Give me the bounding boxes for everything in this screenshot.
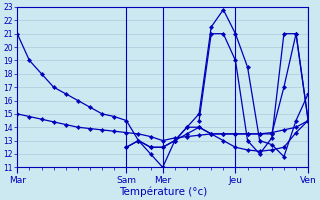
X-axis label: Température (°c): Température (°c) <box>119 186 207 197</box>
